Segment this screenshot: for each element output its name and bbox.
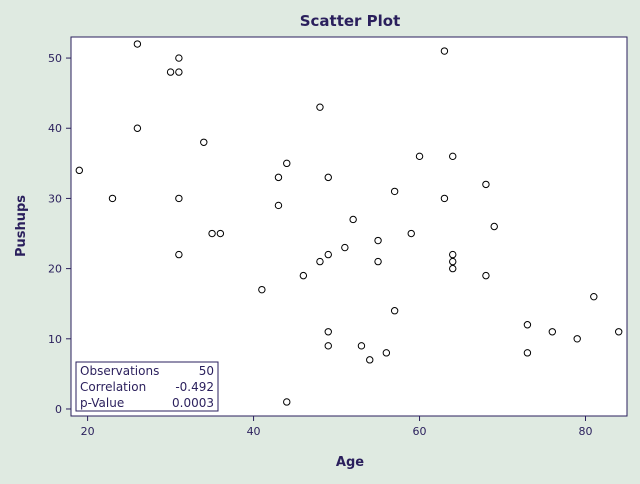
data-point — [390, 307, 399, 315]
data-point — [523, 349, 532, 357]
data-point — [482, 180, 490, 189]
y-tick-label: 30 — [48, 192, 62, 205]
stats-label-observations: Observations — [80, 364, 159, 378]
data-point — [390, 187, 399, 196]
data-point — [590, 292, 598, 301]
y-tick-label: 10 — [48, 333, 62, 346]
stats-label-p-value: p-Value — [80, 396, 124, 410]
data-point — [366, 356, 374, 364]
data-point — [175, 54, 183, 62]
data-point — [75, 166, 83, 175]
y-tick-label: 40 — [48, 122, 62, 135]
data-point — [324, 342, 332, 350]
data-point — [490, 222, 498, 231]
data-point — [166, 68, 175, 76]
data-points — [75, 40, 623, 406]
y-axis-ticks: 0 10 20 30 40 50 — [48, 52, 71, 416]
data-point — [200, 138, 208, 146]
data-point — [440, 194, 449, 203]
data-point — [482, 271, 490, 280]
data-point — [216, 229, 225, 238]
data-point — [258, 285, 266, 294]
data-point — [283, 398, 291, 406]
data-point — [449, 257, 457, 266]
data-point — [449, 250, 457, 259]
data-point — [357, 342, 366, 350]
x-axis-ticks: 20 40 60 80 — [81, 416, 593, 438]
data-point — [283, 159, 291, 168]
data-point — [324, 173, 332, 182]
data-point — [440, 47, 449, 55]
data-point — [415, 152, 424, 161]
data-point — [548, 328, 557, 336]
y-tick-label: 20 — [48, 263, 62, 276]
stats-label-correlation: Correlation — [80, 380, 146, 394]
stats-box: Observations 50 Correlation -0.492 p-Val… — [75, 361, 219, 412]
data-point — [382, 349, 391, 357]
chart-title: Scatter Plot — [300, 12, 401, 30]
data-point — [449, 264, 457, 273]
data-point — [449, 152, 457, 161]
data-point — [208, 229, 216, 238]
x-axis-label: Age — [336, 455, 364, 470]
stats-value-observations: 50 — [199, 364, 214, 378]
data-point — [133, 124, 142, 132]
x-tick-label: 20 — [81, 425, 95, 438]
data-point — [274, 201, 283, 210]
stats-box-frame — [75, 361, 219, 412]
data-point — [316, 103, 324, 111]
data-point — [274, 173, 283, 182]
data-point — [615, 328, 623, 336]
x-tick-label: 80 — [579, 425, 593, 438]
data-point — [324, 250, 332, 259]
data-point — [299, 271, 308, 280]
data-point — [175, 250, 183, 259]
data-point — [175, 68, 183, 76]
data-point — [341, 243, 349, 252]
data-point — [316, 257, 324, 266]
y-axis-label: Pushups — [14, 195, 29, 257]
plot-area — [70, 36, 628, 417]
data-point — [407, 229, 415, 238]
x-tick-label: 40 — [247, 425, 261, 438]
data-point — [523, 321, 532, 329]
x-tick-label: 60 — [413, 425, 427, 438]
data-point — [573, 335, 581, 343]
y-tick-label: 50 — [48, 52, 62, 65]
stats-value-correlation: -0.492 — [175, 380, 214, 394]
data-point — [108, 194, 117, 203]
data-point — [324, 328, 332, 336]
stats-value-p-value: 0.0003 — [172, 396, 214, 410]
data-point — [374, 236, 382, 245]
data-point — [133, 40, 142, 48]
data-point — [175, 194, 183, 203]
data-point — [349, 215, 357, 224]
data-point — [374, 257, 382, 266]
y-tick-label: 0 — [55, 403, 62, 416]
